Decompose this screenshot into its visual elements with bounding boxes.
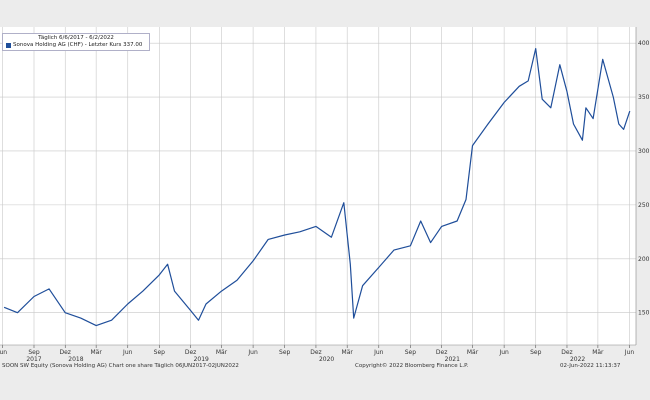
x-tick-label: Sep xyxy=(28,349,40,356)
footer-source: SOON SW Equity (Sonova Holding AG) Chart… xyxy=(2,363,239,369)
x-tick-label: Jun xyxy=(498,349,509,356)
legend: Täglich 6/6/2017 - 6/2/2022 Sonova Holdi… xyxy=(2,33,150,51)
x-tick-label: Dez xyxy=(60,349,71,356)
x-tick-label: Mär xyxy=(342,349,354,356)
y-tick-label: 150 xyxy=(638,310,650,317)
y-tick-label: 400 xyxy=(638,40,650,47)
x-tick-label: Sep xyxy=(405,349,417,356)
legend-title: Täglich 6/6/2017 - 6/2/2022 xyxy=(38,35,114,41)
x-tick-label: Dez xyxy=(310,349,321,356)
grid-lines xyxy=(0,27,636,345)
x-year-label: 2017 xyxy=(26,356,41,363)
x-tick-label: Dez xyxy=(561,349,572,356)
y-axis: 150 200 250 300 350 400 xyxy=(635,27,650,345)
series-layer xyxy=(3,47,631,327)
x-year-label: 2021 xyxy=(445,356,460,363)
x-tick-label: Jun xyxy=(0,349,7,356)
x-tick-label: Mär xyxy=(467,349,479,356)
footer-timestamp: 02-Jun-2022 11:13:37 xyxy=(560,363,621,369)
x-axis: Jun Sep Dez Mär Jun Sep Dez Mär Jun Sep Dez Mär Jun S… xyxy=(0,344,636,363)
x-year-label: 2020 xyxy=(319,356,334,363)
x-year-label: 2019 xyxy=(194,356,209,363)
x-tick-label: Dez xyxy=(436,349,447,356)
x-tick-label: Jun xyxy=(624,349,635,356)
x-tick-label: Jun xyxy=(247,349,258,356)
x-tick-label: Dez xyxy=(185,349,196,356)
legend-swatch xyxy=(6,43,11,48)
footer-copyright: Copyright© 2022 Bloomberg Finance L.P. xyxy=(355,363,469,369)
x-tick-label: Mär xyxy=(90,349,102,356)
price-series-line xyxy=(3,47,631,327)
x-tick-label: Sep xyxy=(154,349,166,356)
y-tick-label: 300 xyxy=(638,148,650,155)
plot-area xyxy=(0,27,636,345)
y-tick-label: 350 xyxy=(638,94,650,101)
x-year-label: 2018 xyxy=(68,356,83,363)
x-tick-label: Mär xyxy=(216,349,228,356)
y-tick-label: 200 xyxy=(638,256,650,263)
x-tick-label: Sep xyxy=(530,349,542,356)
x-tick-label: Jun xyxy=(122,349,133,356)
legend-entry: Sonova Holding AG (CHF) - Letzter Kurs 3… xyxy=(13,42,143,48)
x-tick-label: Mär xyxy=(592,349,604,356)
x-tick-label: Jun xyxy=(373,349,384,356)
y-tick-label: 250 xyxy=(638,202,650,209)
x-year-label: 2022 xyxy=(570,356,585,363)
x-tick-label: Sep xyxy=(279,349,291,356)
